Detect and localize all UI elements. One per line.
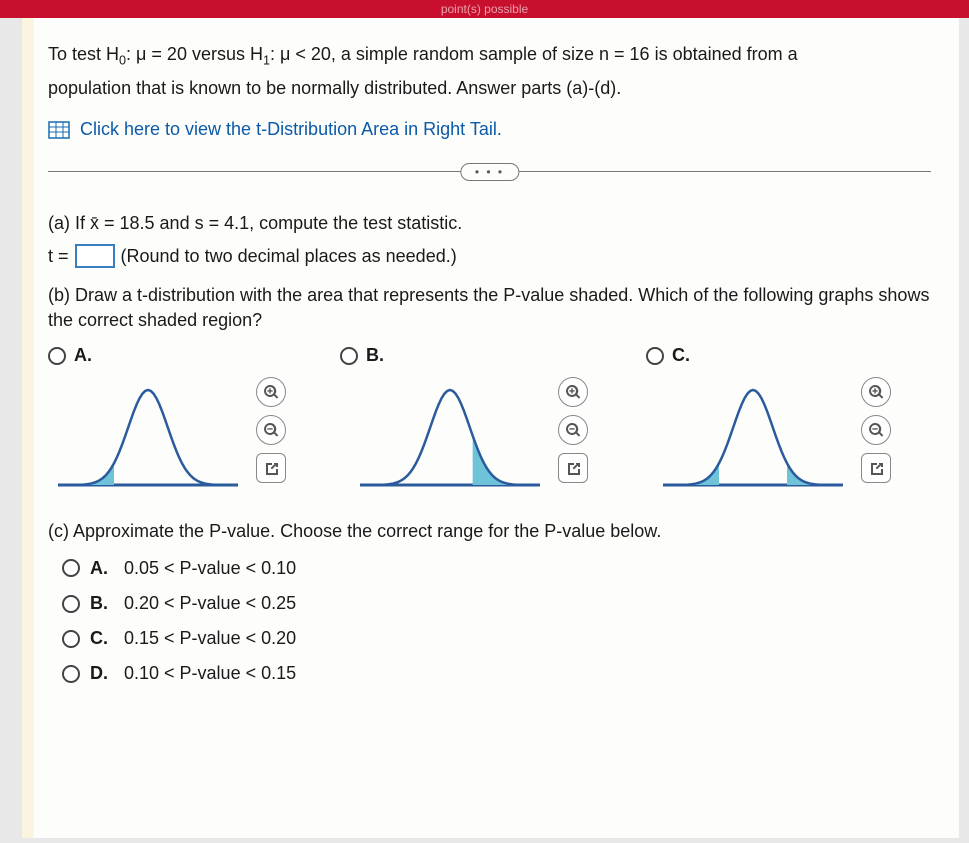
choice-a-header: A.: [48, 343, 92, 368]
part-c: (c) Approximate the P-value. Choose the …: [48, 519, 931, 687]
radio-b-a[interactable]: [48, 347, 66, 365]
graph-b: [350, 375, 550, 505]
radio-b-b[interactable]: [340, 347, 358, 365]
zoom-in-icon[interactable]: [558, 377, 588, 407]
graph-c-tools: [861, 377, 891, 483]
intro-line-1: To test H0: μ = 20 versus H1: μ < 20, a …: [48, 42, 931, 70]
intro-line-2: population that is known to be normally …: [48, 76, 931, 101]
option-b-label: B.: [90, 591, 114, 616]
t-table-link-row: Click here to view the t-Distribution Ar…: [48, 117, 931, 142]
header-bar: point(s) possible: [0, 0, 969, 18]
zoom-out-icon[interactable]: [256, 415, 286, 445]
round-note: (Round to two decimal places as needed.): [121, 244, 457, 269]
option-b-text: 0.20 < P-value < 0.25: [124, 591, 296, 616]
question-intro: To test H0: μ = 20 versus H1: μ < 20, a …: [48, 42, 931, 101]
choice-b-header: B.: [340, 343, 384, 368]
popout-icon[interactable]: [558, 453, 588, 483]
graph-b-tools: [558, 377, 588, 483]
popout-icon[interactable]: [256, 453, 286, 483]
radio-c-c[interactable]: [62, 630, 80, 648]
graph-c-cell: [653, 375, 931, 505]
choice-a-label: A.: [74, 343, 92, 368]
graph-b-cell: [350, 375, 628, 505]
part-a-prompt: (a) If x̄ = 18.5 and s = 4.1, compute th…: [48, 211, 931, 236]
question-page: To test H0: μ = 20 versus H1: μ < 20, a …: [22, 18, 959, 838]
t-table-link[interactable]: Click here to view the t-Distribution Ar…: [80, 117, 502, 142]
table-icon: [48, 121, 70, 139]
part-b-prompt: (b) Draw a t-distribution with the area …: [48, 283, 931, 333]
expand-dots-button[interactable]: • • •: [460, 163, 519, 182]
option-a-text: 0.05 < P-value < 0.10: [124, 556, 296, 581]
option-d-label: D.: [90, 661, 114, 686]
part-b-choice-labels: A. B. C.: [48, 343, 931, 368]
zoom-in-icon[interactable]: [256, 377, 286, 407]
zoom-out-icon[interactable]: [558, 415, 588, 445]
part-a-answer-row: t = (Round to two decimal places as need…: [48, 244, 931, 269]
choice-c-header: C.: [646, 343, 690, 368]
part-c-option-d: D. 0.10 < P-value < 0.15: [62, 661, 931, 686]
graph-a-cell: [48, 375, 326, 505]
option-d-text: 0.10 < P-value < 0.15: [124, 661, 296, 686]
radio-c-d[interactable]: [62, 665, 80, 683]
part-c-option-c: C. 0.15 < P-value < 0.20: [62, 626, 931, 651]
part-b: (b) Draw a t-distribution with the area …: [48, 283, 931, 505]
zoom-in-icon[interactable]: [861, 377, 891, 407]
part-c-prompt: (c) Approximate the P-value. Choose the …: [48, 519, 931, 544]
popout-icon[interactable]: [861, 453, 891, 483]
option-c-label: C.: [90, 626, 114, 651]
radio-c-b[interactable]: [62, 595, 80, 613]
part-c-option-b: B. 0.20 < P-value < 0.25: [62, 591, 931, 616]
part-c-option-a: A. 0.05 < P-value < 0.10: [62, 556, 931, 581]
part-a: (a) If x̄ = 18.5 and s = 4.1, compute th…: [48, 211, 931, 269]
zoom-out-icon[interactable]: [861, 415, 891, 445]
option-a-label: A.: [90, 556, 114, 581]
radio-b-c[interactable]: [646, 347, 664, 365]
part-c-options: A. 0.05 < P-value < 0.10 B. 0.20 < P-val…: [48, 556, 931, 687]
part-b-graphs: [48, 375, 931, 505]
t-equals-label: t =: [48, 244, 69, 269]
choice-b-label: B.: [366, 343, 384, 368]
graph-c: [653, 375, 853, 505]
radio-c-a[interactable]: [62, 559, 80, 577]
t-statistic-input[interactable]: [75, 244, 115, 268]
graph-a-tools: [256, 377, 286, 483]
choice-c-label: C.: [672, 343, 690, 368]
divider-row: • • •: [48, 161, 931, 181]
option-c-text: 0.15 < P-value < 0.20: [124, 626, 296, 651]
graph-a: [48, 375, 248, 505]
header-partial-text: point(s) possible: [0, 0, 969, 18]
